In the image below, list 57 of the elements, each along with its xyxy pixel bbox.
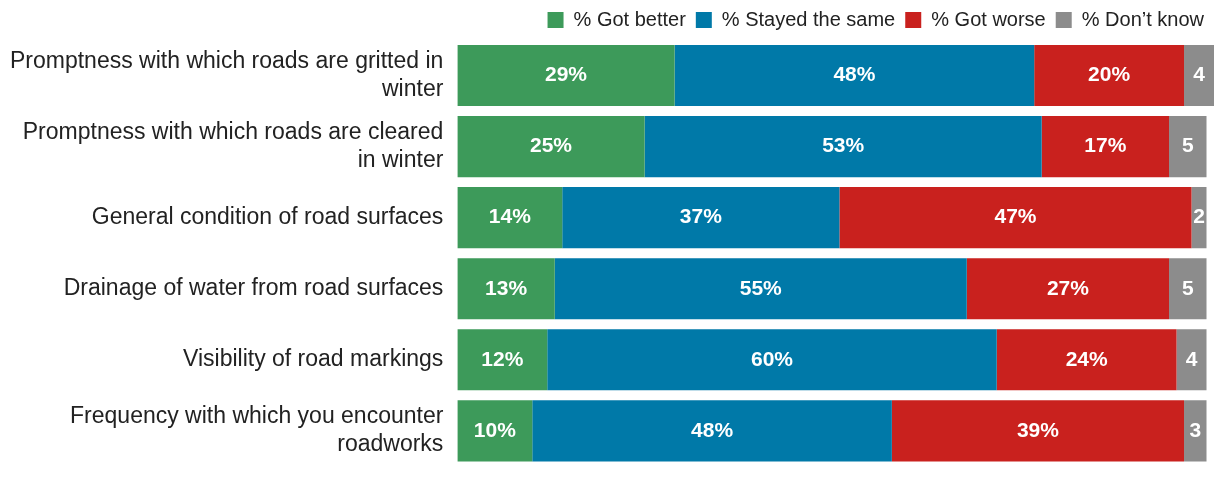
- bar: [562, 187, 840, 249]
- legend-label: % Don’t know: [1081, 7, 1205, 30]
- data-label: 12%: [481, 346, 524, 370]
- data-label: 29%: [544, 62, 588, 86]
- bar: [532, 400, 892, 462]
- bar: [1184, 44, 1214, 107]
- bar: [1034, 44, 1185, 107]
- bar: [891, 400, 1185, 462]
- y-tick-label: Drainage of water from road surfaces: [63, 274, 444, 301]
- data-label: 53%: [822, 133, 865, 157]
- bar: [457, 116, 645, 178]
- bar: [547, 329, 997, 391]
- bar: [457, 400, 533, 462]
- data-label: 5: [1181, 133, 1194, 157]
- bar: [1041, 116, 1170, 178]
- data-label: 39%: [1016, 417, 1060, 441]
- bar: [554, 258, 967, 320]
- data-label: 37%: [679, 204, 723, 228]
- bar: [1184, 400, 1207, 462]
- data-label: 5: [1181, 275, 1194, 299]
- legend-label: % Got worse: [931, 7, 1046, 30]
- data-label: 4: [1185, 346, 1198, 370]
- bar: [674, 44, 1035, 107]
- legend-label: % Got better: [573, 7, 687, 30]
- data-label: 24%: [1065, 346, 1108, 370]
- bar: [966, 258, 1170, 320]
- bar: [457, 187, 563, 249]
- data-label: 10%: [473, 417, 517, 441]
- bar: [457, 258, 555, 320]
- data-label: 13%: [485, 275, 528, 299]
- legend-label: % Stayed the same: [721, 7, 896, 30]
- data-label: 60%: [750, 346, 794, 370]
- data-label: 48%: [691, 417, 734, 441]
- y-tick-label: General condition of road surfaces: [91, 203, 444, 230]
- bar: [996, 329, 1177, 391]
- bar: [1169, 258, 1207, 320]
- data-label: 48%: [833, 62, 876, 86]
- data-label: 47%: [994, 204, 1037, 228]
- bar: [1176, 329, 1207, 391]
- data-label: 3: [1189, 417, 1202, 441]
- data-label: 25%: [529, 133, 573, 157]
- data-label: 4: [1193, 62, 1206, 86]
- y-tick-label: Frequency with which you encounter roadworks: [70, 402, 444, 457]
- bar: [839, 187, 1192, 249]
- y-tick-label: Promptness with which roads are cleared in winter: [22, 118, 444, 172]
- bar: [457, 329, 548, 391]
- data-label: 17%: [1084, 133, 1127, 157]
- y-tick-label: Promptness with which roads are gritted in winter: [9, 47, 444, 101]
- y-tick-label: Visibility of road markings: [183, 345, 444, 372]
- data-label: 27%: [1046, 275, 1090, 299]
- bar: [457, 44, 675, 107]
- bar: [1169, 116, 1207, 178]
- data-label: 20%: [1088, 62, 1131, 86]
- data-label: 14%: [488, 204, 532, 228]
- bar: [644, 116, 1042, 178]
- data-label: 2: [1193, 204, 1205, 228]
- data-label: 55%: [739, 275, 783, 299]
